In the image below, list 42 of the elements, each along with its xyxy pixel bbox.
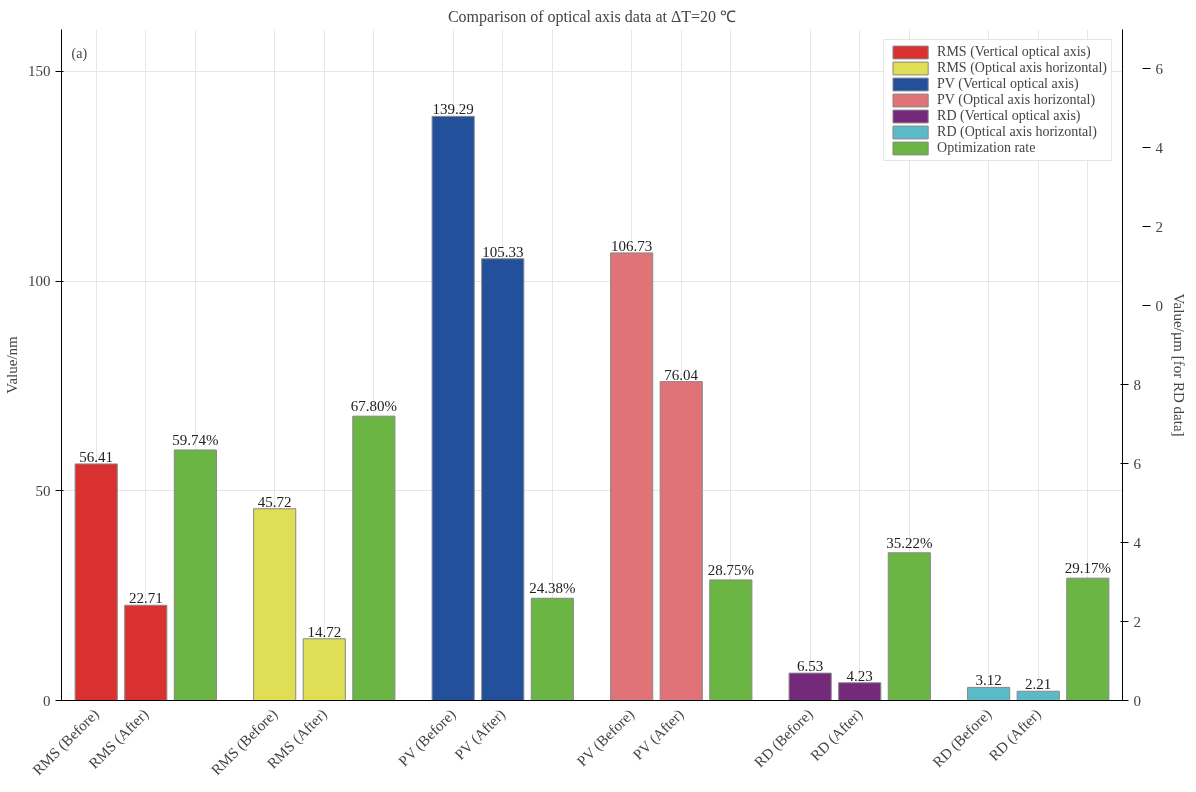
y3-tick-label: 2: [1155, 218, 1163, 235]
data-label: 59.74%: [172, 431, 219, 448]
y-axis-title: Value/nm: [4, 335, 20, 394]
data-label: 4.23: [846, 667, 873, 684]
y2-tick-label: 2: [1133, 613, 1141, 630]
data-label: 2.21: [1025, 676, 1052, 693]
data-label: 14.72: [307, 623, 342, 640]
data-label: 28.75%: [707, 561, 754, 578]
data-label: 45.72: [257, 493, 292, 510]
data-label: 35.22%: [886, 534, 933, 551]
data-label: 76.04: [664, 366, 699, 383]
data-label: 105.33: [482, 243, 524, 260]
y2-axis-title: Value/µm [for RD data]: [1171, 293, 1187, 437]
data-label: 139.29: [432, 101, 474, 118]
y2-tick-label: 8: [1133, 376, 1141, 393]
y-tick-label: 50: [35, 482, 51, 499]
y-tick-label: 150: [28, 63, 51, 80]
data-label: 3.12: [975, 672, 1002, 689]
chart-title: Comparison of optical axis data at ΔT=20 ℃: [447, 7, 737, 26]
legend-label: RMS (Vertical optical axis): [937, 44, 1091, 60]
data-label: 24.38%: [529, 580, 576, 597]
annotation: (a): [71, 45, 88, 62]
legend-label: RMS (Optical axis horizontal): [937, 60, 1107, 76]
legend-label: RD (Vertical optical axis): [937, 108, 1081, 124]
y3-tick-label: 4: [1155, 139, 1164, 156]
y-tick-label: 0: [43, 692, 51, 709]
y2-tick-label: 4: [1133, 534, 1142, 551]
data-label: 67.80%: [350, 398, 397, 415]
y3-tick-label: 6: [1155, 60, 1164, 77]
legend-label: PV (Vertical optical axis): [937, 76, 1079, 92]
legend-label: Optimization rate: [937, 140, 1036, 156]
data-label: 22.71: [128, 590, 163, 607]
data-label: 29.17%: [1064, 560, 1111, 577]
data-label: 56.41: [79, 448, 114, 465]
y2-tick-label: 0: [1133, 692, 1141, 709]
data-label: 106.73: [611, 237, 653, 254]
y3-tick-label: 0: [1155, 297, 1163, 314]
y2-tick-label: 6: [1133, 455, 1142, 472]
y-tick-label: 100: [28, 273, 51, 290]
data-label: 6.53: [797, 658, 824, 675]
legend-label: RD (Optical axis horizontal): [937, 124, 1097, 140]
legend-label: PV (Optical axis horizontal): [937, 92, 1096, 108]
